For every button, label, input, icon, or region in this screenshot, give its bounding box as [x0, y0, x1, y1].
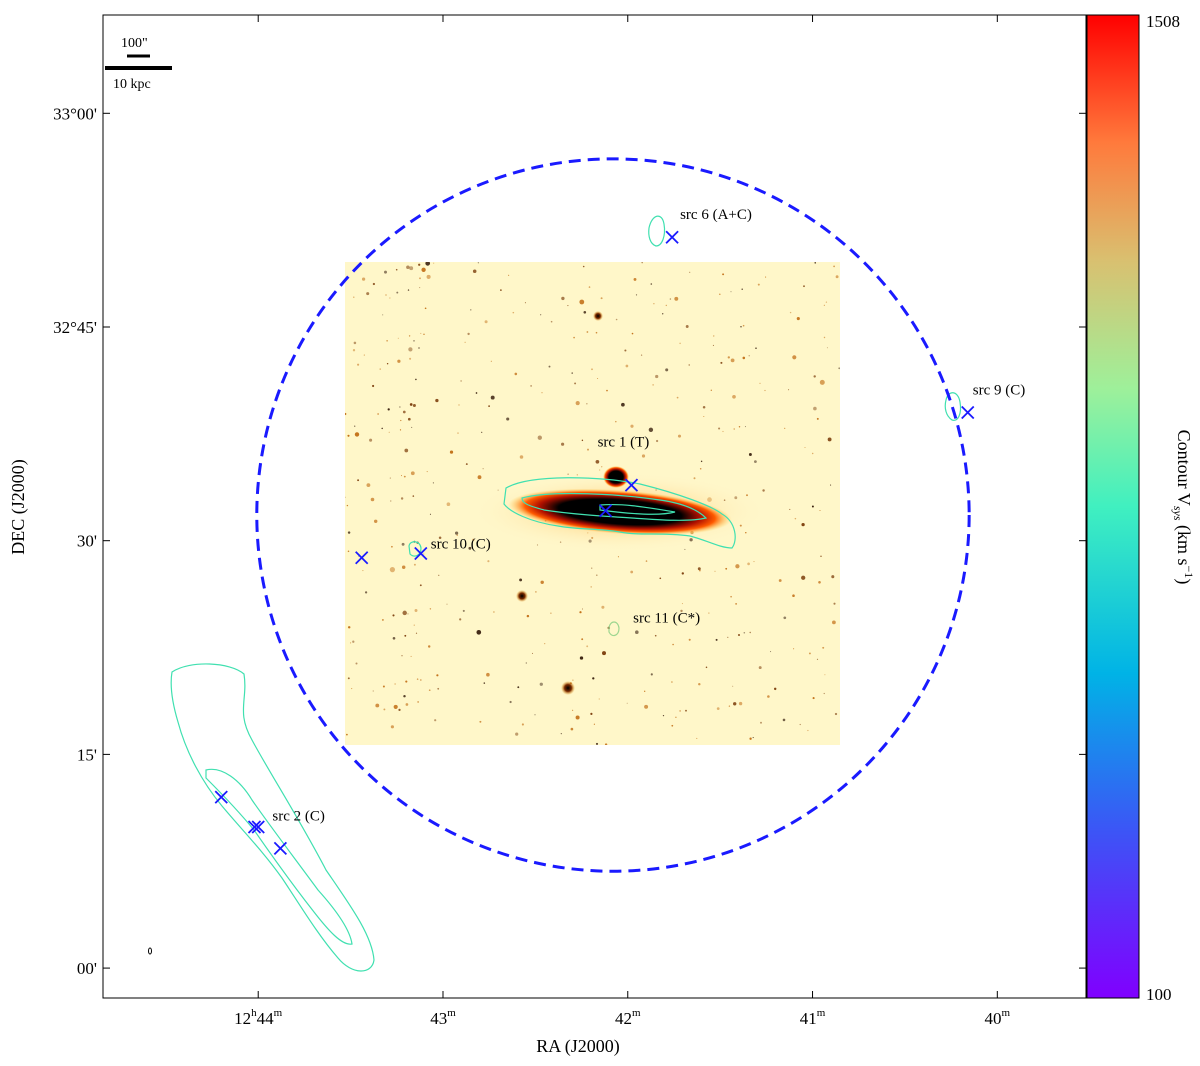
source-marker: [665, 230, 679, 244]
x-tick-hour: 12: [234, 1009, 251, 1028]
contour-src1-core: [599, 503, 676, 515]
scale-angular-label: 100": [121, 36, 148, 51]
bright-star: [561, 681, 575, 695]
colorbar-title: Contour Vsys (km s−1): [1171, 430, 1196, 585]
y-tick-label: 33°00': [53, 104, 97, 123]
contour-src10: [408, 541, 422, 557]
y-tick-label: 30': [77, 532, 97, 551]
source-marker: [598, 504, 613, 518]
x-tick-minute: 41: [800, 1009, 817, 1028]
source-marker: [247, 820, 262, 834]
primary-beam-circle: [255, 157, 971, 873]
x-tick-minute: 40: [985, 1009, 1002, 1028]
x-tick-label: 43m: [430, 1007, 456, 1028]
x-tick-minute: 44: [257, 1009, 275, 1028]
scale-bar: 100" 10 kpc: [105, 36, 172, 92]
y-tick-label: 32°45': [53, 318, 97, 337]
source-marker: [273, 841, 288, 856]
axis-ticks: 33°00'32°45'30'15'00'12h44m 43m 42m 41m 40m: [53, 15, 1086, 1028]
x-tick-minute-unit: m: [1002, 1007, 1011, 1019]
companion-galaxy: [603, 466, 629, 488]
x-axis-title: RA (J2000): [536, 1036, 620, 1057]
contour-src6: [648, 215, 666, 247]
source-labels: src 1 (T) src 2 (C) src 6 (A+C) src 9 (C) sr…: [272, 207, 1025, 824]
contour-src2-outer: [170, 663, 375, 972]
beam-ellipse: [148, 947, 152, 955]
x-tick-minute-unit: m: [447, 1007, 456, 1019]
source-label: src 1 (T): [598, 435, 650, 451]
contour-src1-outer: [503, 477, 736, 549]
contour-src2-inner: [205, 768, 353, 945]
x-tick-minute: 43: [430, 1009, 447, 1028]
source-label: src 9 (C): [973, 382, 1026, 398]
x-tick-label: 41m: [800, 1007, 826, 1028]
x-tick-hour-unit: h: [251, 1007, 257, 1019]
source-marker: [961, 405, 975, 420]
source-label: src 6 (A+C): [680, 207, 752, 223]
x-tick-minute: 42: [615, 1009, 632, 1028]
hi-contours: [170, 215, 962, 972]
scale-physical-label: 10 kpc: [113, 77, 151, 92]
contour-src11: [608, 621, 620, 637]
y-tick-label: 00': [77, 959, 97, 978]
bright-star: [593, 311, 603, 321]
x-tick-minute-unit: m: [632, 1007, 641, 1019]
source-marker: [251, 820, 265, 834]
y-tick-label: 15': [77, 745, 97, 764]
contour-src1-inner: [521, 492, 708, 521]
optical-image: [345, 262, 840, 745]
y-axis-title: DEC (J2000): [8, 459, 29, 555]
bright-star: [516, 590, 528, 602]
x-tick-label: 40m: [985, 1007, 1011, 1028]
plot-frame: [102, 14, 1087, 999]
source-marker: [355, 551, 369, 565]
x-tick-label: 12h44m: [234, 1007, 283, 1028]
colorbar: [1086, 14, 1140, 999]
source-markers: [214, 230, 975, 856]
x-tick-minute-unit: m: [274, 1007, 283, 1019]
source-marker: [414, 546, 428, 561]
x-tick-minute-unit: m: [817, 1007, 826, 1019]
colorbar-max-label: 1508: [1146, 12, 1180, 31]
source-marker: [214, 790, 228, 804]
contour-src9: [944, 392, 962, 421]
colorbar-min-label: 100: [1146, 985, 1172, 1004]
source-label: src 2 (C): [272, 808, 325, 824]
source-marker: [624, 478, 639, 492]
source-label: src 11 (C*): [633, 610, 700, 626]
x-tick-label: 42m: [615, 1007, 641, 1028]
source-label: src 10 (C): [431, 537, 491, 553]
